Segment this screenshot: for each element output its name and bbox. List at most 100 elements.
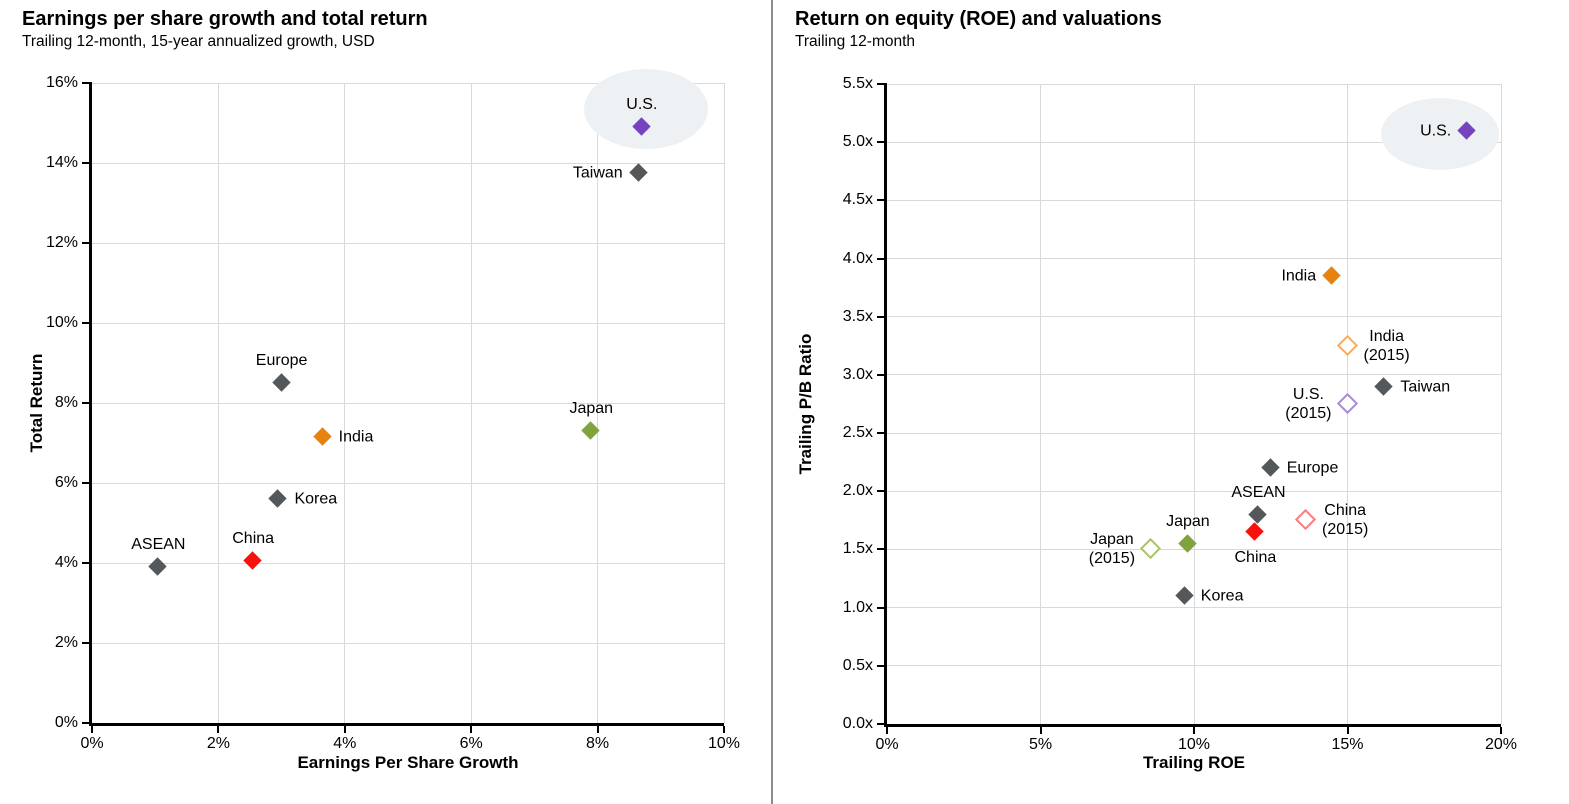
point-china — [243, 551, 262, 570]
right-chart-subtitle: Trailing 12-month — [795, 33, 916, 50]
y-axis-tick — [877, 723, 884, 725]
y-tick-label: 6% — [54, 474, 78, 491]
point-label-europe: Europe — [255, 352, 308, 369]
gridline-h — [92, 162, 724, 164]
x-tick-label: 10% — [1177, 736, 1211, 753]
x-tick-label: 6% — [459, 735, 483, 752]
y-axis-tick — [877, 432, 884, 435]
x-tick-label: 4% — [333, 735, 357, 752]
x-axis-tick — [1193, 727, 1195, 734]
point-label-japan-2015: Japan (2015) — [1088, 531, 1136, 568]
gridline-h — [887, 258, 1501, 260]
y-tick-label: 2.5x — [842, 424, 873, 442]
point-label-asean: ASEAN — [131, 536, 186, 553]
gridline-h — [887, 548, 1501, 550]
gridline-v — [1500, 84, 1502, 724]
y-tick-label: 12% — [45, 234, 78, 251]
gridline-h — [887, 607, 1501, 609]
x-axis-tick — [91, 726, 93, 733]
gridline-v — [723, 83, 725, 723]
y-axis-tick — [82, 482, 89, 484]
point-korea — [1175, 586, 1194, 605]
point-taiwan — [1374, 376, 1394, 396]
x-tick-label: 5% — [1028, 736, 1053, 753]
y-axis-tick — [877, 490, 884, 493]
point-label-japan: Japan — [569, 400, 614, 417]
y-axis-tick — [82, 162, 89, 164]
right-x-axis-title: Trailing ROE — [1142, 753, 1246, 772]
y-axis-tick — [82, 642, 89, 644]
left-x-axis-title: Earnings Per Share Growth — [297, 753, 519, 772]
gridline-h — [887, 432, 1501, 434]
left-chart-title: Earnings per share growth and total retu… — [22, 8, 428, 30]
point-taiwan — [628, 163, 648, 182]
point-korea — [268, 489, 288, 508]
y-axis-tick — [877, 315, 884, 318]
gridline-h — [92, 562, 724, 564]
y-tick-label: 5.0x — [842, 133, 873, 151]
gridline-h — [92, 242, 724, 244]
y-tick-label: 1.0x — [842, 598, 873, 616]
y-axis-line — [89, 82, 92, 726]
gridline-h — [887, 374, 1501, 376]
y-tick-label: 0% — [54, 714, 78, 731]
y-axis-tick — [82, 242, 89, 244]
y-axis-tick — [82, 722, 89, 724]
right-chart-title: Return on equity (ROE) and valuations — [795, 8, 1162, 30]
x-tick-label: 10% — [707, 735, 741, 752]
y-axis-tick — [877, 141, 884, 144]
point-label-china-2015: China (2015) — [1322, 502, 1369, 539]
point-india — [312, 427, 332, 446]
point-label-u-s: U.S. — [626, 96, 658, 113]
y-tick-label: 4% — [54, 554, 78, 571]
x-tick-label: 20% — [1484, 736, 1518, 753]
y-tick-label: 4.0x — [842, 249, 873, 267]
point-label-korea: Korea — [294, 490, 338, 508]
gridline-h — [92, 82, 724, 84]
point-label-india: India — [338, 428, 374, 446]
y-tick-label: 0.5x — [842, 656, 873, 674]
x-axis-tick — [723, 726, 725, 733]
point-u-s-2015 — [1336, 392, 1358, 415]
x-axis-tick — [1346, 727, 1349, 734]
y-tick-label: 8% — [54, 394, 78, 411]
y-tick-label: 0.0x — [842, 715, 873, 732]
point-europe — [271, 373, 291, 392]
y-tick-label: 16% — [45, 74, 78, 91]
gridline-h — [887, 199, 1501, 201]
y-axis-tick — [877, 257, 884, 260]
y-tick-label: 10% — [45, 314, 78, 331]
gridline-h — [887, 490, 1501, 492]
y-axis-tick — [877, 199, 884, 202]
gridline-h — [887, 316, 1501, 318]
gridline-v — [1040, 84, 1041, 724]
x-axis-tick — [217, 726, 220, 733]
x-tick-label: 0% — [80, 735, 104, 752]
point-label-china: China — [232, 530, 275, 547]
y-axis-tick — [877, 664, 884, 667]
y-axis-tick — [877, 548, 884, 551]
panel-divider — [771, 0, 773, 804]
highlight-halo — [583, 69, 708, 149]
y-axis-tick — [82, 322, 89, 324]
gridline-v — [1193, 84, 1195, 724]
right-y-axis-title: Trailing P/B Ratio — [796, 333, 815, 475]
y-axis-tick — [82, 562, 89, 564]
point-label-europe: Europe — [1286, 459, 1339, 477]
y-tick-label: 1.5x — [842, 540, 873, 558]
y-tick-label: 2% — [54, 634, 78, 651]
point-label-taiwan: Taiwan — [572, 164, 623, 182]
y-axis-tick — [877, 606, 884, 609]
point-india — [1322, 266, 1341, 285]
x-tick-label: 8% — [586, 735, 610, 752]
x-tick-label: 0% — [875, 736, 899, 753]
point-label-taiwan: Taiwan — [1400, 378, 1451, 396]
gridline-h — [92, 642, 724, 644]
gridline-h — [887, 83, 1501, 85]
gridline-h — [887, 141, 1501, 143]
x-tick-label: 15% — [1331, 736, 1364, 753]
point-label-japan: Japan — [1166, 512, 1210, 530]
y-axis-tick — [877, 83, 884, 85]
y-axis-line — [884, 83, 887, 727]
